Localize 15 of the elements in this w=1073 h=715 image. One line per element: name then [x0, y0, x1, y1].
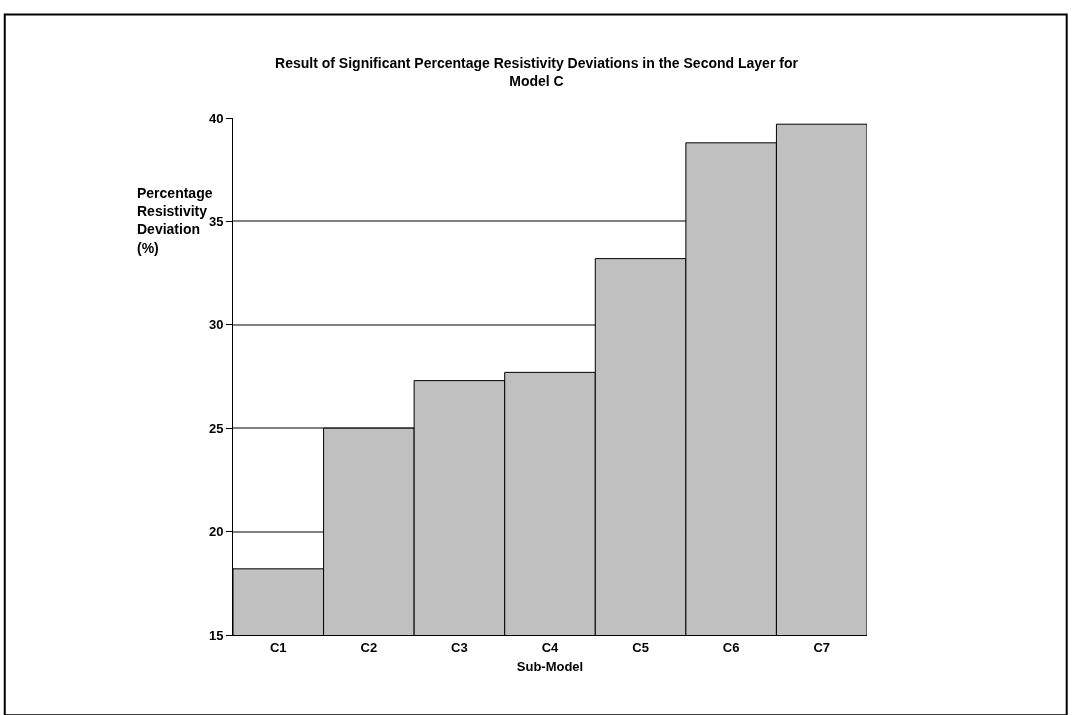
x-tick-label: C2 [360, 639, 378, 655]
y-tick-label: 25 [208, 420, 224, 436]
y-tick-label: 40 [208, 110, 224, 126]
x-tick-label: C7 [813, 639, 831, 655]
x-tick-label: C3 [451, 639, 468, 655]
y-tick-label: 35 [208, 213, 224, 229]
x-tick-label: C6 [722, 639, 740, 655]
y-tick-label: 15 [208, 627, 224, 643]
chart-title: Result of Significant Percentage Resistivity Deviations in the Second Layer for Model C [275, 54, 799, 90]
x-tick-label: C5 [632, 639, 649, 655]
y-tick-label: 30 [208, 317, 224, 333]
y-tick-label: 20 [208, 524, 224, 540]
x-axis-title: Sub-Model [516, 659, 584, 675]
x-tick-label: C4 [541, 639, 560, 655]
x-tick-label: C1 [269, 639, 287, 655]
